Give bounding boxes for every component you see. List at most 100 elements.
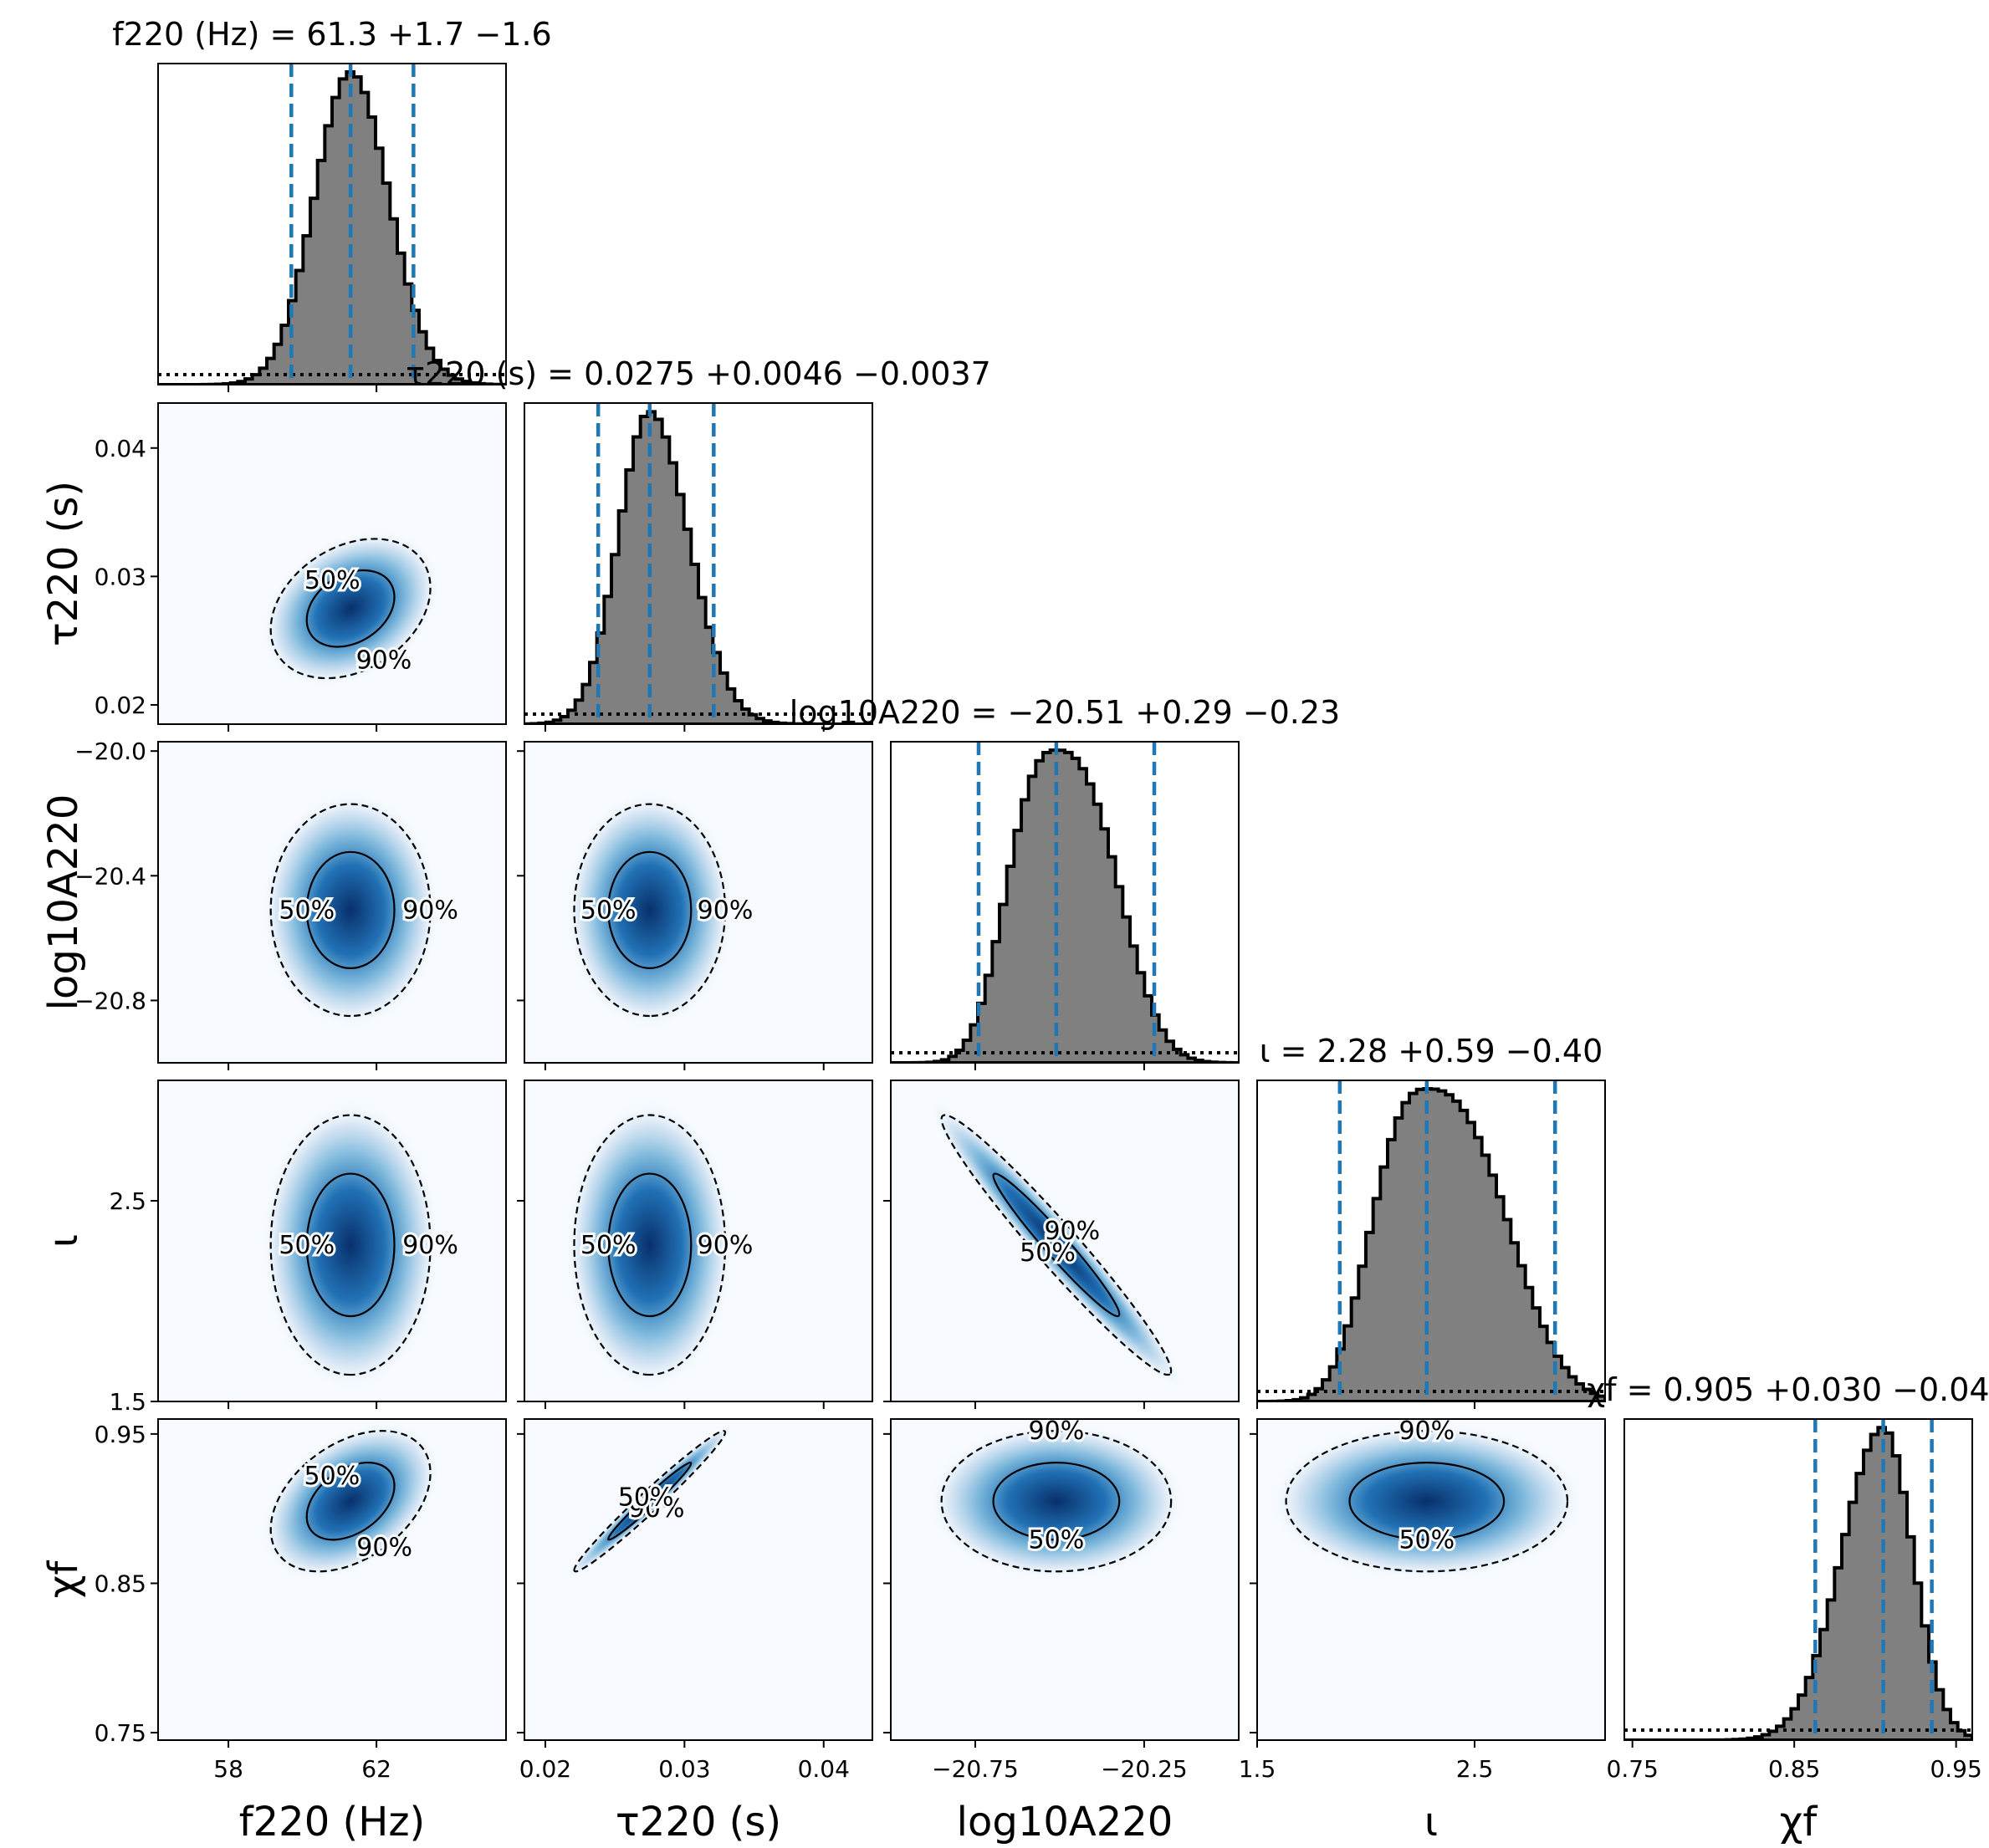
- contour-50: [305, 569, 396, 648]
- panel-frame: [1256, 1080, 1606, 1402]
- contour-90: [573, 1114, 727, 1376]
- contour-label-90: 90%: [1044, 1217, 1100, 1246]
- density-fill: [565, 1422, 734, 1580]
- panel-iota-f220: 90% 50% 1.5 2.5: [109, 1080, 507, 1416]
- y-tick-label: 0.04: [95, 435, 146, 462]
- panel-frame: [524, 1418, 873, 1741]
- y-axis-label-logA220: log10A220: [40, 794, 87, 1011]
- title-logA220: log10A220 = −20.51 +0.29 −0.23: [790, 694, 1341, 731]
- contour-50: [607, 1172, 693, 1318]
- panel-frame: [157, 741, 507, 1064]
- panel-frame: [890, 1080, 1240, 1402]
- y-tick-label: 0.02: [95, 692, 146, 719]
- panel-frame: [1256, 1418, 1606, 1741]
- x-axis-label-chif: χf: [1780, 1799, 1818, 1845]
- panel-chif-iota: 90% 50% 1.5 2.5: [1239, 1417, 1606, 1783]
- contour-label-90: 90%: [356, 1534, 412, 1563]
- contour-label-50: 50%: [1020, 1238, 1076, 1268]
- contour-label-50: 50%: [279, 896, 335, 925]
- panel-iota-iota: ι = 2.28 +0.59 −0.40: [1256, 1033, 1606, 1409]
- x-tick-label: 0.95: [1930, 1755, 1981, 1783]
- panel-frame: [157, 1080, 507, 1402]
- panel-frame: [157, 402, 507, 725]
- contour-label-90: 90%: [356, 646, 412, 676]
- density-group: 90% 50%: [928, 1417, 1185, 1580]
- density-group: 90%50%: [565, 791, 755, 1029]
- density-fill: [261, 1099, 441, 1391]
- title-iota: ι = 2.28 +0.59 −0.40: [1260, 1033, 1603, 1069]
- density-group: 90%50%: [261, 1099, 461, 1391]
- panel-frame: [890, 1418, 1240, 1741]
- x-tick-label: −20.75: [932, 1755, 1019, 1783]
- y-tick-label: 0.75: [95, 1719, 146, 1747]
- x-tick-label: 62: [361, 1755, 391, 1783]
- panel-frame: [157, 63, 507, 385]
- density-group: 90%50%: [928, 1099, 1185, 1391]
- histogram-tau220: [524, 410, 872, 724]
- density-group: 90%50%: [261, 791, 461, 1029]
- contour-50: [305, 1172, 396, 1318]
- panel-frame: [1623, 1418, 1973, 1741]
- contour-50: [1348, 1462, 1506, 1541]
- contour-label-50: 50%: [304, 566, 360, 595]
- y-axis-label-iota: ι: [40, 1234, 87, 1248]
- y-axis-label-tau220: τ220 (s): [40, 481, 87, 646]
- panel-logA220-logA220: log10A220 = −20.51 +0.29 −0.23: [790, 694, 1341, 1070]
- y-tick-label: 2.5: [109, 1187, 146, 1215]
- contour-90: [940, 1430, 1173, 1573]
- density-fill: [261, 1422, 441, 1580]
- histogram-chif: [1624, 1426, 1972, 1740]
- y-tick-label: 1.5: [109, 1388, 146, 1416]
- panel-frame: [524, 741, 873, 1064]
- y-tick-label: 0.95: [95, 1421, 146, 1448]
- contour-label-90: 90%: [629, 1494, 685, 1524]
- panel-frame: [524, 1080, 873, 1402]
- panel-frame: [157, 1418, 507, 1741]
- density-fill: [565, 791, 734, 1029]
- histogram-group: [524, 403, 872, 724]
- x-tick-label: 0.85: [1768, 1755, 1820, 1783]
- contour-90: [573, 1430, 727, 1573]
- density-fill: [1269, 1422, 1585, 1580]
- histogram-f220: [158, 70, 506, 385]
- contour-label-50: 50%: [1398, 1525, 1455, 1554]
- contour-label-90: 90%: [1398, 1417, 1455, 1446]
- density-group: 90% 50%: [261, 530, 441, 687]
- contour-90: [573, 803, 727, 1018]
- contour-label-90: 90%: [1029, 1417, 1085, 1446]
- panel-tau220-f220: 90% 50% 0.02 0.03 0.04: [95, 402, 507, 732]
- histogram-iota: [1257, 1087, 1605, 1401]
- x-axis-label-logA220: log10A220: [957, 1799, 1173, 1845]
- panel-chif-tau220: 90%50% 0.02 0.03 0.04: [517, 1418, 873, 1783]
- contour-label-50: 50%: [304, 1462, 360, 1491]
- title-f220: f220 (Hz) = 61.3 +1.7 −1.6: [112, 16, 551, 53]
- contour-label-50: 50%: [279, 1231, 335, 1260]
- x-tick-label: 58: [213, 1755, 243, 1783]
- density-group: 90% 50%: [261, 1422, 441, 1580]
- histogram-group: [1624, 1419, 1972, 1740]
- y-tick-label: 0.03: [95, 563, 146, 590]
- histogram-group: [158, 64, 506, 385]
- density-fill: [928, 1422, 1185, 1580]
- panel-chif-logA220: 90% 50% −20.75 −20.25: [883, 1417, 1240, 1783]
- panel-f220-f220: f220 (Hz) = 61.3 +1.7 −1.6: [112, 16, 552, 392]
- x-tick-label: 0.04: [798, 1755, 850, 1783]
- contour-90: [269, 538, 432, 680]
- contour-90: [269, 1430, 432, 1573]
- density-background: [524, 1419, 872, 1740]
- title-tau220: τ220 (s) = 0.0275 +0.0046 −0.0037: [406, 355, 991, 392]
- panel-iota-tau220: 90% 50%: [517, 1080, 873, 1409]
- x-tick-label: 0.03: [658, 1755, 710, 1783]
- contour-90: [269, 1114, 432, 1376]
- panel-chif-chif: χf = 0.905 +0.030 −0.042 0.75 0.85 0.95: [1587, 1371, 1989, 1783]
- histogram-group: [891, 742, 1239, 1063]
- panel-tau220-tau220: τ220 (s) = 0.0275 +0.0046 −0.0037: [406, 355, 991, 732]
- y-tick-label: −20.4: [74, 862, 146, 890]
- contour-label-50: 50%: [1029, 1525, 1085, 1554]
- y-tick-label: −20.8: [74, 987, 146, 1014]
- histogram-group: [1257, 1080, 1605, 1401]
- contour-label-90: 90%: [698, 1231, 754, 1260]
- density-group: 90%50%: [565, 1422, 734, 1580]
- density-group: 90%50%: [565, 1099, 755, 1391]
